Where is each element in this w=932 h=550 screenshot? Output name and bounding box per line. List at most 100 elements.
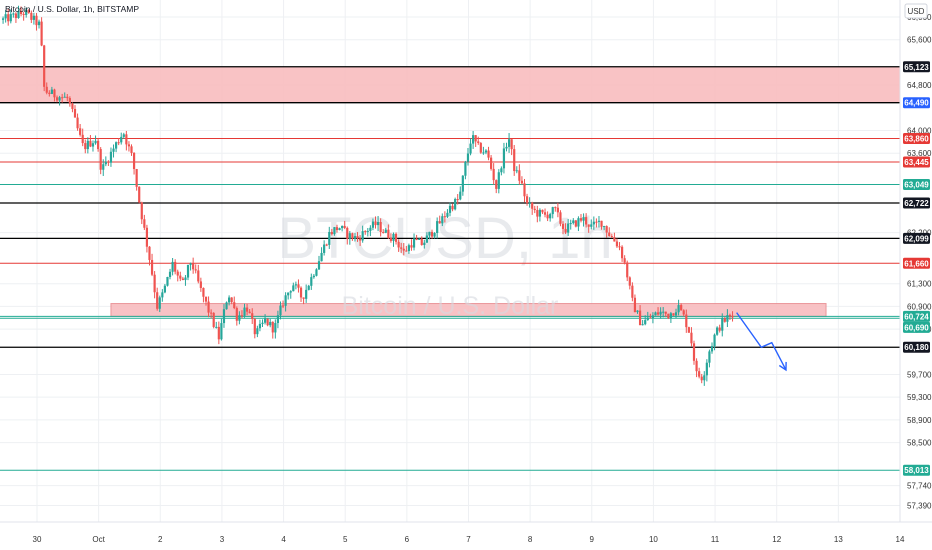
price-tick-label: 57,390 (907, 502, 932, 511)
candle-body (397, 241, 400, 248)
candle-body (292, 285, 295, 292)
candle-body (716, 327, 719, 335)
candle-body (672, 313, 675, 316)
candle-body (436, 221, 439, 233)
currency-button[interactable]: USD (904, 3, 928, 19)
time-tick-label: Oct (92, 535, 105, 544)
candle-body (461, 175, 464, 192)
candle-body (703, 375, 706, 381)
candle-body (412, 238, 416, 248)
time-axis[interactable]: 30 Oct 2 3 4 5 6 7 8 9 10 11 12 13 14 (33, 535, 905, 544)
candle-body (25, 10, 28, 15)
currency-label[interactable]: USD (908, 7, 925, 16)
candle-body (659, 311, 662, 315)
candle-body (194, 269, 197, 271)
time-tick-label: 30 (33, 535, 42, 544)
candle-body (608, 232, 611, 237)
candle-body (479, 143, 482, 153)
candle-body (541, 209, 544, 213)
candle-body (17, 11, 20, 19)
time-tick-label: 13 (834, 535, 843, 544)
candle-body (266, 318, 269, 326)
price-tag-label: 60,690 (904, 323, 929, 332)
candle-body (538, 209, 541, 217)
candle-body (271, 321, 274, 333)
candle-body (225, 302, 228, 310)
candle-body (505, 146, 508, 149)
candle-body (294, 284, 297, 286)
projection-path (736, 312, 787, 371)
candle-body (664, 311, 667, 314)
candle-body (574, 220, 577, 227)
time-tick-label: 11 (711, 535, 720, 544)
candle-body (520, 180, 524, 184)
candle-body (153, 274, 156, 293)
candle-body (14, 13, 18, 19)
candle-body (680, 305, 683, 311)
candle-body (120, 136, 123, 143)
candle-body (199, 281, 202, 288)
candle-body (551, 207, 554, 215)
candle-body (9, 14, 12, 22)
candle-body (145, 227, 149, 247)
candle-body (407, 245, 411, 252)
candle-body (525, 196, 529, 204)
candle-body (346, 227, 349, 239)
candle-body (248, 311, 251, 314)
candle-body (161, 292, 164, 298)
price-tick-label: 59,700 (907, 370, 932, 379)
candle-body (1, 18, 5, 20)
candle-body (561, 223, 565, 229)
time-tick-label: 10 (649, 535, 658, 544)
candle-body (68, 98, 71, 104)
candle-body (76, 117, 79, 129)
currency-button-frame[interactable] (904, 3, 928, 19)
candle-body (22, 13, 25, 15)
candle-body (320, 252, 323, 262)
candle-body (443, 216, 446, 218)
candle-body (356, 236, 359, 239)
price-tick-label: 61,300 (907, 280, 932, 289)
candle-body (12, 13, 15, 15)
candle-body (79, 128, 82, 135)
candle-body (63, 96, 66, 98)
candle-body (605, 226, 608, 233)
candle-body (197, 270, 200, 282)
candle-body (117, 142, 120, 144)
candle-body (243, 307, 246, 316)
candle-body (692, 343, 696, 361)
candle-body (713, 334, 716, 347)
candle-body (559, 212, 562, 224)
candle-body (546, 214, 549, 219)
candle-body (181, 278, 184, 280)
price-tick-label: 64,000 (907, 127, 932, 136)
candle-body (71, 103, 74, 109)
candle-body (513, 149, 516, 172)
candle-body (433, 232, 436, 237)
candle-body (626, 262, 629, 278)
candle-body (73, 108, 77, 118)
candle-body (364, 231, 367, 233)
candle-body (523, 183, 526, 197)
candle-body (379, 221, 382, 232)
candle-body (109, 151, 113, 163)
candle-body (633, 297, 637, 313)
candle-body (531, 202, 534, 209)
candle-body (176, 271, 179, 276)
candle-body (107, 161, 110, 163)
candle-body (238, 315, 241, 321)
candle-body (610, 236, 613, 238)
watermark-name: Bitcoin / U.S. Dollar (342, 292, 559, 320)
candle-body (112, 148, 115, 152)
candle-body (698, 371, 701, 377)
price-tick-label: 58,500 (907, 439, 932, 448)
projection-arrowhead (778, 361, 787, 372)
candle-body (81, 134, 84, 144)
candle-body (554, 207, 557, 209)
candle-body (53, 89, 56, 98)
candle-body (394, 233, 398, 242)
candle-body (341, 225, 344, 229)
candle-body (577, 218, 580, 227)
candle-body (351, 233, 354, 239)
